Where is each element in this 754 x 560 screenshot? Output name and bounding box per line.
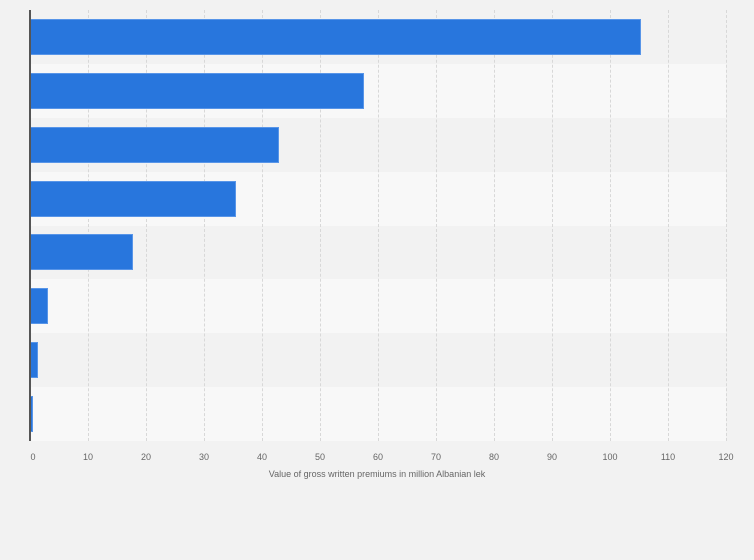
bar[interactable] [30,396,33,433]
x-tick-label: 30 [198,452,210,462]
gridline [320,10,321,441]
x-tick-label: 10 [82,452,94,462]
y-axis-line [29,10,31,441]
x-tick-label: 70 [430,452,442,462]
x-tick-label: 50 [314,452,326,462]
bar[interactable] [30,342,38,379]
bar[interactable] [30,126,279,163]
bar[interactable] [30,18,641,55]
gridline [494,10,495,441]
bar[interactable] [30,234,134,271]
x-tick-label: 100 [602,452,618,462]
x-axis-label: Value of gross written premiums in milli… [268,469,486,479]
x-tick-label: 40 [256,452,268,462]
gridline [378,10,379,441]
bar[interactable] [30,288,48,325]
plot-area [30,10,727,441]
x-tick-label: 60 [372,452,384,462]
gridline [552,10,553,441]
x-tick-label: 80 [488,452,500,462]
x-tick-label: 20 [140,452,152,462]
gridline [146,10,147,441]
x-tick-label: 90 [546,452,558,462]
x-tick-label: 110 [660,452,676,462]
gridline [610,10,611,441]
gridline [436,10,437,441]
x-tick-label: 0 [30,452,36,462]
gridline [726,10,727,441]
gridline [204,10,205,441]
bar[interactable] [30,72,365,109]
bar[interactable] [30,180,237,217]
gridline [668,10,669,441]
gridline [88,10,89,441]
x-tick-label: 120 [718,452,734,462]
gridline [262,10,263,441]
